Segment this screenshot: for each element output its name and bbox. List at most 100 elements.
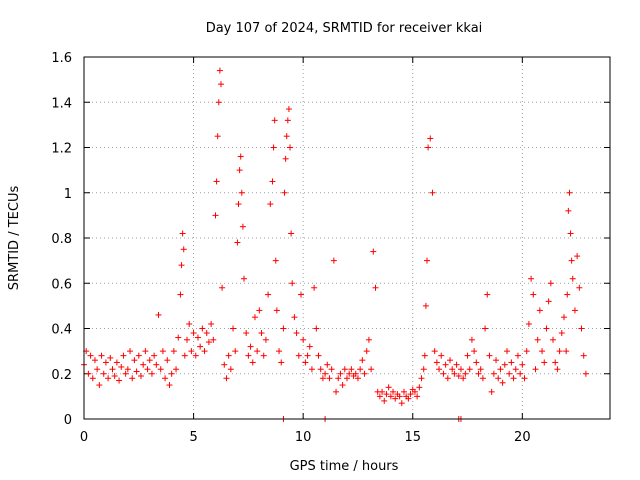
- data-point: [335, 375, 342, 382]
- data-point: [477, 366, 484, 373]
- data-point: [272, 257, 279, 264]
- data-point: [427, 135, 434, 142]
- data-point: [460, 375, 467, 382]
- y-tick-label: 0.2: [51, 368, 72, 383]
- data-point: [517, 370, 524, 377]
- data-point: [91, 357, 98, 364]
- data-point: [273, 307, 280, 314]
- data-point: [178, 262, 185, 269]
- data-point: [543, 325, 550, 332]
- data-point: [170, 348, 177, 355]
- data-point: [578, 325, 585, 332]
- y-tick-label: 1: [64, 187, 72, 202]
- data-point: [418, 375, 425, 382]
- data-point: [400, 388, 407, 395]
- data-point: [313, 325, 320, 332]
- data-point: [232, 348, 239, 355]
- data-point: [438, 352, 445, 359]
- data-point: [127, 348, 134, 355]
- data-point: [269, 178, 276, 185]
- data-point: [151, 352, 158, 359]
- data-point: [102, 359, 109, 366]
- data-point: [295, 352, 302, 359]
- data-point: [510, 375, 517, 382]
- data-point: [142, 348, 149, 355]
- data-point: [162, 375, 169, 382]
- data-point: [215, 99, 222, 106]
- data-point: [120, 352, 127, 359]
- data-point: [354, 375, 361, 382]
- data-point: [240, 275, 247, 282]
- data-point: [214, 133, 221, 140]
- data-point: [124, 366, 131, 373]
- data-point: [270, 144, 277, 151]
- data-point: [173, 366, 180, 373]
- data-point: [326, 375, 333, 382]
- data-point: [213, 178, 220, 185]
- data-point: [148, 370, 155, 377]
- data-point: [564, 291, 571, 298]
- data-point: [267, 201, 274, 208]
- data-point: [205, 339, 212, 346]
- data-point: [284, 117, 291, 124]
- data-point: [488, 388, 495, 395]
- data-point: [422, 302, 429, 309]
- data-point: [201, 348, 208, 355]
- data-point: [539, 348, 546, 355]
- data-point: [254, 348, 261, 355]
- data-point: [235, 201, 242, 208]
- y-tick-label: 1.4: [51, 96, 72, 111]
- data-point: [372, 284, 379, 291]
- data-point: [495, 375, 502, 382]
- data-point: [287, 144, 294, 151]
- data-point: [87, 352, 94, 359]
- data-point: [580, 352, 587, 359]
- data-point: [280, 325, 287, 332]
- data-point: [503, 348, 510, 355]
- data-point: [368, 366, 375, 373]
- x-tick-label: 5: [189, 430, 197, 445]
- data-point: [155, 311, 162, 318]
- data-point: [512, 366, 519, 373]
- data-point: [238, 189, 245, 196]
- data-point: [186, 320, 193, 327]
- x-axis-label: GPS time / hours: [290, 459, 399, 474]
- data-point: [146, 357, 153, 364]
- data-point: [265, 291, 272, 298]
- data-point: [225, 352, 232, 359]
- data-point: [100, 370, 107, 377]
- data-point: [256, 307, 263, 314]
- data-point: [447, 357, 454, 364]
- data-point: [137, 373, 144, 380]
- y-tick-label: 1.2: [51, 142, 72, 157]
- data-point: [281, 189, 288, 196]
- data-point: [547, 280, 554, 287]
- data-point: [532, 366, 539, 373]
- data-point: [319, 375, 326, 382]
- x-tick-label: 20: [514, 430, 531, 445]
- data-point: [359, 357, 366, 364]
- data-point: [96, 382, 103, 389]
- data-point: [455, 373, 462, 380]
- data-point: [315, 352, 322, 359]
- data-point: [197, 343, 204, 350]
- data-point: [576, 284, 583, 291]
- data-point: [552, 359, 559, 366]
- data-point: [442, 361, 449, 368]
- data-point: [122, 370, 129, 377]
- data-point: [385, 384, 392, 391]
- data-point: [245, 352, 252, 359]
- data-point: [308, 366, 315, 373]
- data-point: [361, 370, 368, 377]
- data-point: [157, 366, 164, 373]
- data-point: [536, 307, 543, 314]
- data-point: [234, 239, 241, 246]
- data-point: [297, 291, 304, 298]
- data-point: [560, 314, 567, 321]
- data-point: [304, 352, 311, 359]
- data-point: [473, 359, 480, 366]
- data-point: [574, 253, 581, 260]
- data-point: [89, 375, 96, 382]
- data-point: [471, 348, 478, 355]
